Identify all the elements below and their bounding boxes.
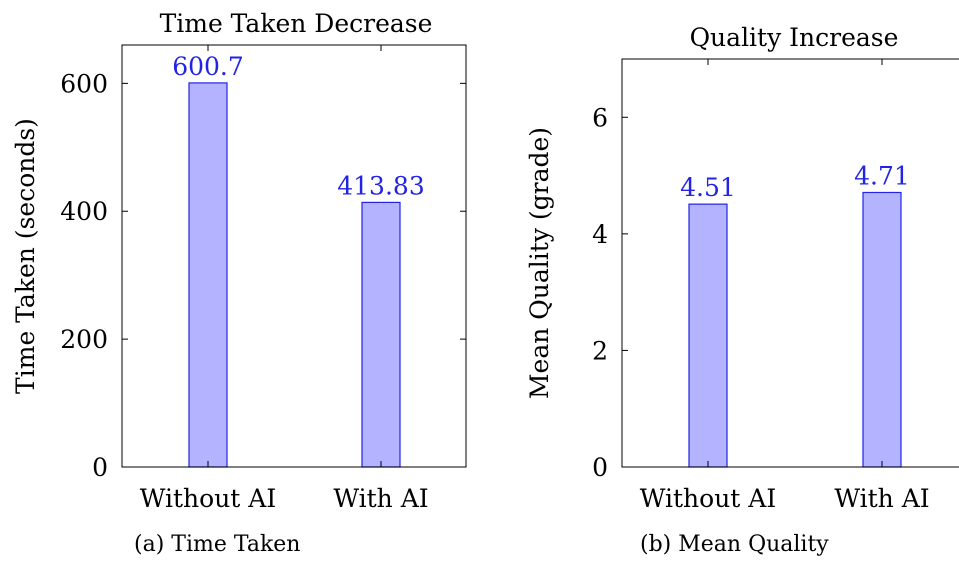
bar-without-ai: [688, 203, 728, 468]
y-axis-label: Mean Quality (grade): [525, 127, 554, 399]
y-tick-label: 400: [60, 197, 108, 226]
data-label: 413.83: [337, 171, 424, 200]
y-tick-label: 4: [592, 220, 608, 249]
chart-mean-quality-svg: Quality Increase Mean Quality (grade) 4.51…: [525, 23, 959, 513]
bar-with-ai: [862, 191, 902, 468]
bar-with-ai: [361, 201, 401, 468]
chart-time-taken-svg: Time Taken Decrease Time Taken (seconds) 6…: [11, 9, 467, 513]
plot-frame: [121, 44, 467, 468]
x-tick-label: Without AI: [140, 484, 276, 513]
chart-title: Quality Increase: [690, 23, 899, 52]
y-tick-label: 2: [592, 336, 608, 365]
chart-title: Time Taken Decrease: [160, 9, 433, 38]
caption-mean-quality: (b) Mean Quality: [640, 532, 829, 557]
y-axis-label: Time Taken (seconds): [11, 118, 40, 394]
y-tick-label: 6: [592, 103, 608, 132]
chart-time-taken: Time Taken Decrease Time Taken (seconds) 6…: [11, 9, 467, 557]
data-label: 600.7: [172, 52, 244, 81]
y-tick-label: 600: [60, 69, 108, 98]
y-tick-label: 0: [92, 453, 108, 482]
x-tick-label: With AI: [333, 484, 428, 513]
x-tick-label: With AI: [834, 484, 929, 513]
data-label: 4.71: [854, 161, 910, 190]
data-label: 4.51: [680, 173, 736, 202]
chart-mean-quality: Quality Increase Mean Quality (grade) 4.51…: [480, 0, 959, 575]
y-tick-label: 200: [60, 325, 108, 354]
plot-frame: [621, 58, 959, 468]
bar-without-ai: [188, 82, 228, 468]
y-tick-label: 0: [592, 453, 608, 482]
x-tick-label: Without AI: [640, 484, 776, 513]
caption-time-taken: (a) Time Taken: [134, 532, 301, 557]
